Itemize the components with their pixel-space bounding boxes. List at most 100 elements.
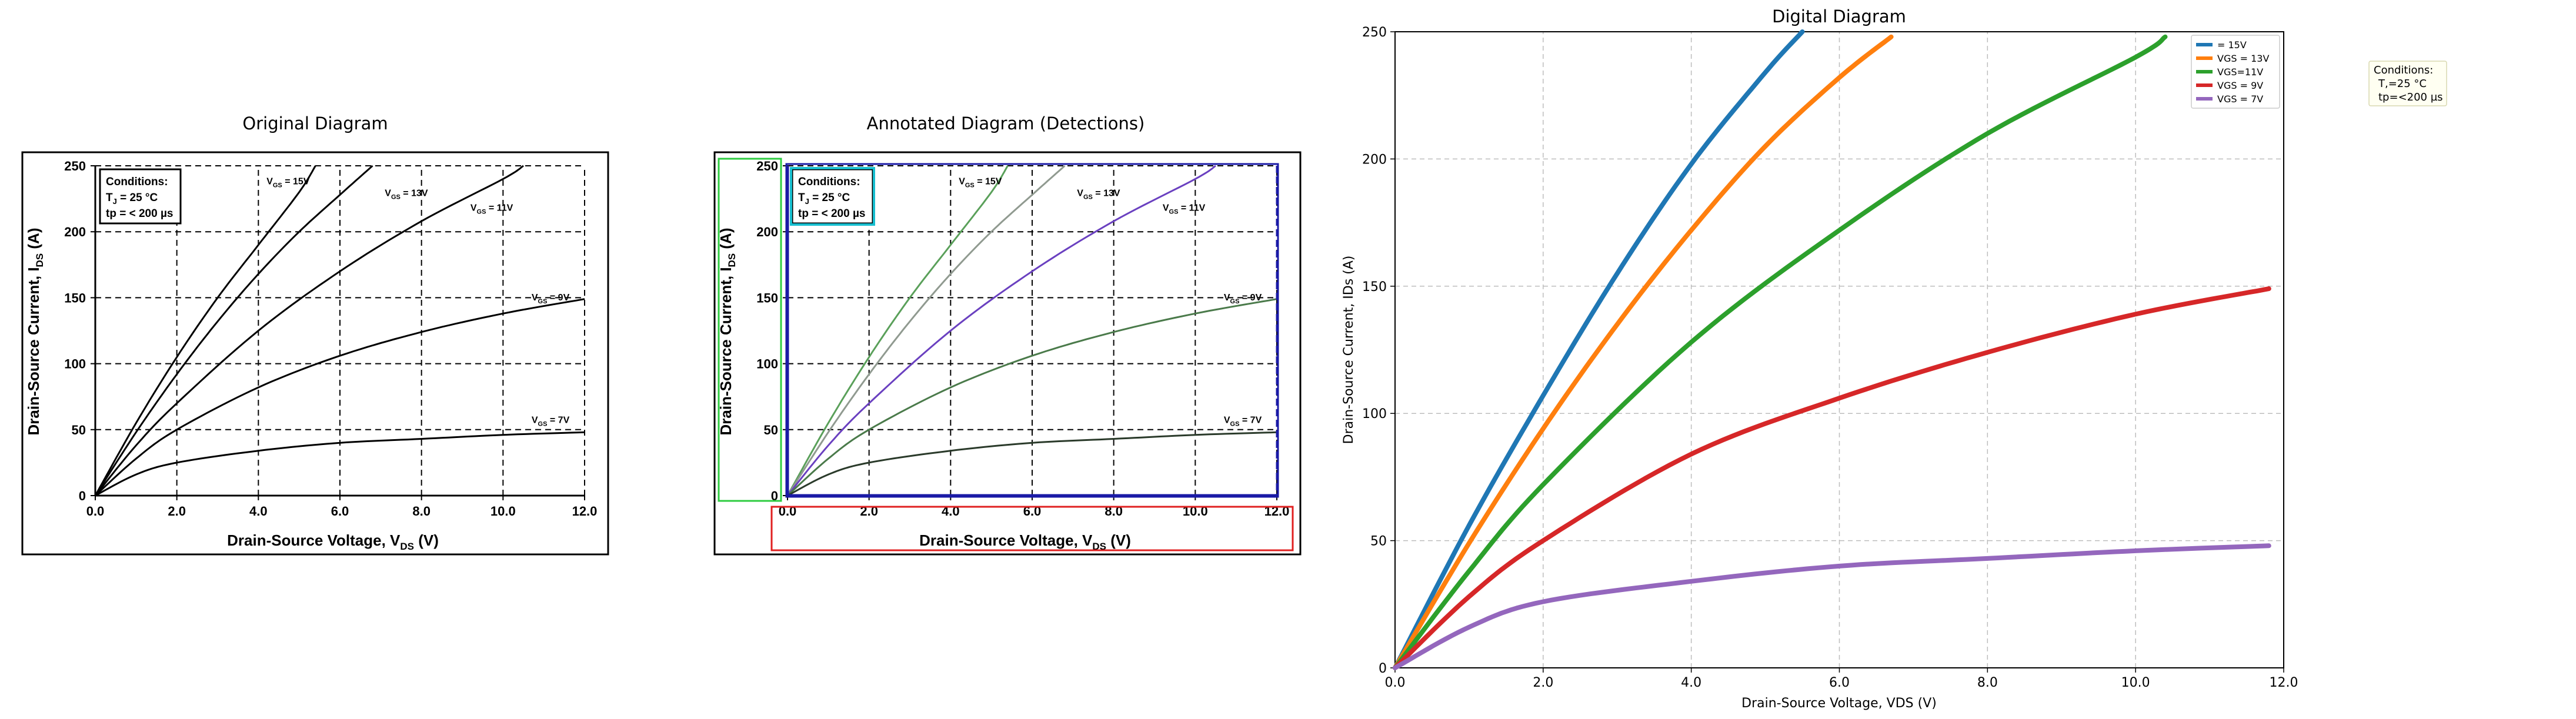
- svg-text:Conditions:: Conditions:: [106, 176, 168, 188]
- y-tick-label: 100: [64, 357, 86, 372]
- curve-label-0: VGS = 15V: [266, 176, 310, 189]
- y-tick-label: 50: [1370, 534, 1387, 549]
- digital-y-axis-label: Drain-Source Current, IDs (A): [1342, 256, 1356, 444]
- legend-label-2: VGS=11V: [2217, 66, 2263, 78]
- series-line-3: [786, 298, 1277, 497]
- annotated-curves: [786, 165, 1277, 497]
- y-tick-label: 100: [1362, 407, 1387, 422]
- detection-x-axis: [770, 506, 1294, 551]
- series-line-0: [1393, 29, 1805, 670]
- svg-text:tp=<200 µs: tp=<200 µs: [2378, 91, 2443, 103]
- svg-text:TJ = 25 °C: TJ = 25 °C: [106, 192, 158, 206]
- x-tick-label: 12.0: [2270, 675, 2298, 690]
- y-tick-label: 150: [756, 290, 778, 305]
- curve-label-0: VGS = 15V: [959, 176, 1002, 189]
- x-tick-label: 0.0: [1385, 675, 1406, 690]
- original-ticks: 0.0 2.0 4.0 6.0 8.0 10.0 12.0 0 50 100 150 200 250: [64, 159, 597, 519]
- x-tick-label: 10.0: [2121, 675, 2150, 690]
- x-tick-label: 6.0: [331, 504, 349, 519]
- digital-ticks: 0.0 2.0 4.0 6.0 8.0 10.0 12.0 0 50 100 150 200 250: [1362, 25, 2298, 690]
- digital-grid: [1395, 32, 2284, 668]
- x-tick-label: 12.0: [572, 504, 598, 519]
- x-tick-label: 2.0: [1533, 675, 1553, 690]
- x-tick-label: 8.0: [1977, 675, 1998, 690]
- series-line-0: [786, 165, 1009, 496]
- digital-conditions-note: Conditions: T,=25 °C tp=<200 µs: [2368, 61, 2447, 106]
- original-curves: [94, 165, 585, 497]
- series-line-3: [94, 298, 585, 497]
- series-line-3: [1393, 286, 2271, 670]
- annotated-x-axis-label: Drain-Source Voltage, VDS (V): [919, 531, 1131, 552]
- series-line-4: [787, 431, 1277, 497]
- legend-label-1: VGS = 13V: [2217, 53, 2269, 64]
- original-curve-labels: VGS = 15V VGS = 13V VGS = 11V VGS = 9V VGS =…: [266, 176, 569, 427]
- y-tick-label: 200: [64, 225, 86, 239]
- y-tick-label: 150: [64, 290, 86, 305]
- digital-x-axis-label: Drain-Source Voltage, VDS (V): [1741, 696, 1937, 711]
- y-tick-label: 0: [79, 489, 86, 503]
- original-title: Original Diagram: [242, 113, 388, 133]
- legend-label-3: VGS = 9V: [2217, 80, 2263, 91]
- x-tick-label: 6.0: [1829, 675, 1850, 690]
- x-tick-label: 4.0: [249, 504, 268, 519]
- series-line-2: [786, 165, 1216, 496]
- series-line-1: [786, 165, 1066, 496]
- curve-label-4: VGS = 7V: [1224, 416, 1262, 428]
- curve-label-1: VGS = 13V: [385, 189, 428, 201]
- detection-legend-box: [790, 167, 875, 226]
- y-tick-label: 250: [64, 159, 86, 173]
- x-tick-label: 4.0: [1681, 675, 1701, 690]
- series-line-1: [94, 165, 373, 496]
- curve-label-2: VGS = 11V: [1163, 203, 1206, 215]
- x-tick-label: 2.0: [168, 504, 186, 519]
- svg-text:Drain-Source Current, IDS (A): Drain-Source Current, IDS (A): [25, 228, 45, 435]
- digital-legend: = 15V VGS = 13V VGS=11V VGS = 9V VGS = 7V: [2191, 35, 2280, 109]
- svg-text:Drain-Source Current, IDS (A): Drain-Source Current, IDS (A): [717, 228, 738, 435]
- original-x-axis-label: Drain-Source Voltage, VDS (V): [227, 531, 439, 552]
- original-conditions-box: Conditions: TJ = 25 °C tp = < 200 µs: [99, 168, 182, 225]
- y-tick-label: 50: [72, 423, 86, 437]
- annotated-detection-boxes: [718, 158, 1294, 551]
- svg-text:Conditions:: Conditions:: [798, 176, 860, 188]
- svg-text:tp = < 200 µs: tp = < 200 µs: [798, 208, 865, 220]
- x-tick-label: 8.0: [412, 504, 431, 519]
- series-line-1: [1393, 34, 1894, 670]
- y-tick-label: 150: [1362, 280, 1387, 295]
- curve-label-3: VGS = 9V: [532, 293, 570, 305]
- x-tick-label: 0.0: [86, 504, 105, 519]
- series-line-2: [1393, 34, 2168, 670]
- svg-text:Conditions:: Conditions:: [2374, 64, 2433, 76]
- svg-text:TJ = 25 °C: TJ = 25 °C: [798, 192, 850, 206]
- curve-label-3: VGS = 9V: [1224, 293, 1262, 305]
- y-tick-label: 50: [764, 423, 778, 437]
- y-tick-label: 250: [756, 159, 778, 173]
- series-line-0: [94, 165, 316, 496]
- svg-text:tp = < 200 µs: tp = < 200 µs: [106, 208, 173, 220]
- curve-label-1: VGS = 13V: [1077, 189, 1120, 201]
- y-tick-label: 200: [1362, 152, 1387, 167]
- legend-label-0: = 15V: [2217, 39, 2247, 51]
- series-line-4: [95, 431, 585, 497]
- annotated-curve-labels: VGS = 15V VGS = 13V VGS = 11V VGS = 9V VGS =…: [959, 176, 1262, 427]
- y-tick-label: 0: [1379, 661, 1387, 676]
- series-line-4: [1393, 543, 2271, 670]
- curve-label-2: VGS = 11V: [471, 203, 513, 215]
- detection-y-axis: [718, 158, 782, 502]
- original-y-axis-label: Drain-Source Current, IDS (A): [25, 228, 45, 435]
- curve-label-4: VGS = 7V: [532, 416, 570, 428]
- svg-text:Drain-Source Voltage, VDS (V): Drain-Source Voltage, VDS (V): [919, 531, 1131, 552]
- y-tick-label: 200: [756, 225, 778, 239]
- y-tick-label: 250: [1362, 25, 1387, 40]
- digital-frame: [1394, 31, 2284, 668]
- annotated-y-axis-label: Drain-Source Current, IDS (A): [717, 228, 738, 435]
- y-tick-label: 100: [756, 357, 778, 372]
- digital-title: Digital Diagram: [1772, 6, 1906, 26]
- annotated-conditions-box: Conditions: TJ = 25 °C tp = < 200 µs: [791, 168, 874, 225]
- digital-curves: [1393, 29, 2271, 670]
- svg-text:Drain-Source Voltage, VDS (V): Drain-Source Voltage, VDS (V): [227, 531, 439, 552]
- legend-label-4: VGS = 7V: [2217, 93, 2263, 105]
- annotated-title: Annotated Diagram (Detections): [867, 113, 1145, 133]
- x-tick-label: 10.0: [490, 504, 516, 519]
- y-tick-label: 0: [771, 489, 778, 503]
